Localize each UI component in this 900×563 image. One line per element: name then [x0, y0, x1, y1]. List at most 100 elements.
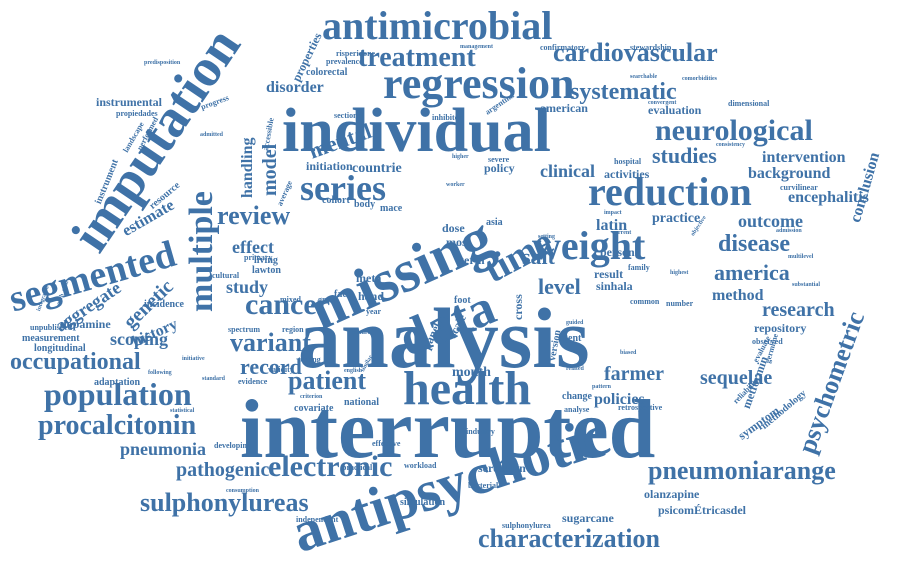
word-initiative: initiative	[182, 356, 205, 362]
word-analysis: analysis	[298, 290, 590, 386]
word-national: national	[344, 397, 380, 408]
word-covariate: covariate	[294, 403, 334, 414]
word-result: result	[594, 267, 624, 281]
word-regression: regression	[383, 59, 575, 108]
word-serotonin: serotonin	[478, 461, 526, 475]
word-incidence: incidence	[144, 299, 184, 310]
word-asia: asia	[486, 217, 503, 228]
word-validity: validity	[268, 365, 294, 374]
word-primary: primary	[244, 253, 273, 262]
word-criterion: criterion	[300, 394, 323, 400]
word-consumption: consumption	[226, 488, 260, 494]
word-clinical: clinical	[540, 161, 595, 181]
word-living: living	[254, 255, 278, 266]
word-following: following	[148, 370, 172, 376]
word-testing: testing	[298, 355, 321, 364]
word-practical: practical	[342, 463, 373, 472]
word-america: america	[714, 260, 790, 285]
word-salt: salt	[522, 244, 555, 269]
word-convergent: convergent	[648, 100, 677, 106]
word-current: current	[612, 230, 632, 236]
word-countrie: countrie	[352, 161, 402, 176]
word-simulation: simulation	[400, 497, 446, 508]
word-cultural: cultural	[212, 271, 240, 280]
word-practice: practice	[652, 211, 701, 226]
word-english: english	[344, 368, 363, 374]
word-admission: admission	[776, 228, 802, 234]
word-multilevel: multilevel	[788, 254, 814, 260]
word-farmer: farmer	[604, 363, 664, 385]
word-curvilinear: curvilinear	[780, 183, 818, 192]
word-intervention: intervention	[762, 149, 846, 166]
word-developing: developing	[214, 441, 251, 450]
word-handling: handling	[239, 137, 256, 198]
word-mouth: mouth	[452, 365, 491, 380]
word-series: series	[300, 168, 386, 208]
word-pattern: pattern	[592, 384, 611, 390]
word-face: face	[334, 289, 352, 300]
word-workload: workload	[404, 461, 437, 470]
word-picture: picture	[352, 330, 371, 336]
word-management: management	[460, 44, 493, 50]
word-sinhala: sinhala	[596, 279, 633, 293]
word-bacterial: bacterial	[468, 481, 499, 490]
word-scoping: scoping	[110, 329, 169, 349]
word-pneumoniarange: pneumoniarange	[648, 456, 836, 485]
word-related: related	[566, 366, 584, 372]
word-effective: effective	[372, 439, 401, 448]
word-biased: biased	[620, 350, 637, 356]
word-patient: patient	[288, 366, 366, 395]
word-policy: policy	[484, 161, 515, 175]
word-disorder: disorder	[266, 79, 324, 96]
word-dimensional: dimensional	[728, 99, 770, 108]
word-dopamine: dopamine	[60, 317, 111, 331]
word-retrospective: retrospective	[618, 403, 663, 412]
word-reduction: reduction	[588, 169, 752, 214]
word-unpublished: unpublished	[30, 323, 73, 332]
word-sugarcane: sugarcane	[562, 511, 614, 525]
word-admitted: admitted	[200, 132, 223, 138]
word-searchable: searchable	[630, 74, 658, 80]
word-impact: impact	[604, 210, 622, 216]
word-cancer: cancer	[245, 288, 330, 321]
word-lawton: lawton	[252, 265, 281, 276]
word-colorectal: colorectal	[306, 67, 348, 78]
word-weight: weight	[532, 223, 646, 268]
word-sectional: sectional	[334, 111, 364, 120]
word-antimicrobial: antimicrobial	[322, 3, 553, 48]
word-systematic: systematic	[570, 79, 677, 105]
word-comorbidities: comorbidities	[682, 76, 717, 82]
word-group: group	[318, 295, 339, 304]
word-substantial: substantial	[792, 282, 821, 288]
word-longitudinal: longitudinal	[34, 343, 86, 354]
word-analyse: analyse	[564, 405, 590, 414]
word-hand: hand	[358, 289, 385, 303]
word-conclusion: conclusion	[847, 150, 884, 225]
word-population: population	[44, 376, 192, 412]
word-procalcitonin: procalcitonin	[38, 410, 197, 441]
word-health: health	[403, 362, 532, 415]
word-year: year	[366, 307, 382, 316]
word-olanzapine: olanzapine	[644, 487, 700, 501]
word-american: american	[540, 101, 588, 115]
word-interrupted: interrupted	[240, 383, 656, 476]
word-effect: effect	[232, 237, 274, 257]
word-highest: highest	[670, 270, 689, 276]
word-evidence: evidence	[238, 377, 268, 386]
word-standard: standard	[202, 376, 226, 382]
word-variant: variant	[230, 328, 311, 357]
word-observed: observed	[752, 337, 783, 346]
word-evaluation: evaluation	[648, 103, 702, 117]
word-initiation: initiation	[306, 159, 353, 173]
word-research: research	[762, 299, 835, 321]
word-agent: agent	[558, 333, 582, 344]
word-repository: repository	[754, 321, 807, 335]
word-mace: mace	[380, 203, 403, 214]
word-statistical: statistical	[170, 408, 195, 414]
word-foot: foot	[454, 295, 471, 306]
word-worker: worker	[446, 182, 465, 188]
word-psicometricasdel: psicomÉtricasdel	[658, 503, 746, 517]
word-change: change	[562, 391, 592, 402]
word-review: review	[217, 201, 291, 230]
